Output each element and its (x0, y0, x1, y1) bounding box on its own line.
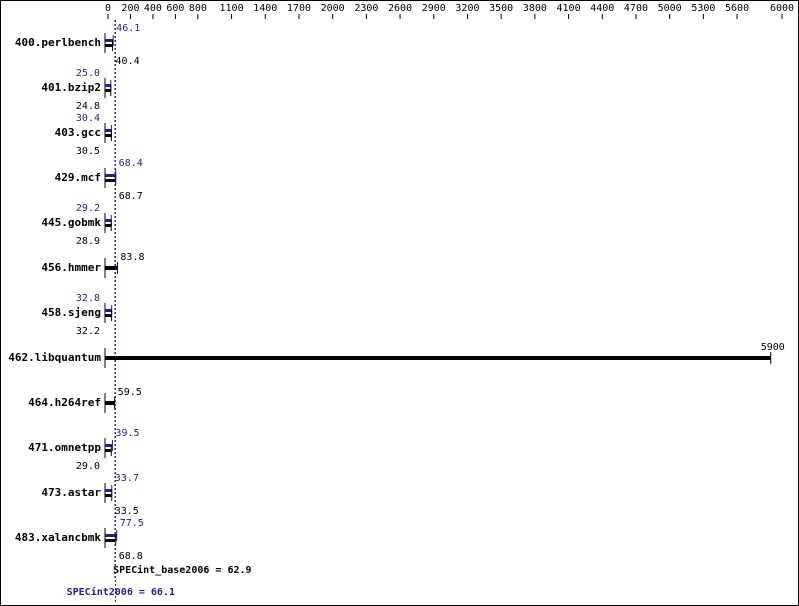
bar (105, 266, 118, 270)
category-label: 464.h264ref (28, 396, 101, 409)
x-tick-label: 400 (144, 3, 162, 14)
bar (105, 444, 113, 447)
x-tick-label: 5000 (658, 3, 682, 14)
value-label: 25.0 (76, 68, 100, 79)
category-label: 458.sjeng (41, 306, 101, 319)
bar (105, 84, 111, 87)
bar (105, 449, 112, 452)
category-label: 473.astar (41, 486, 101, 499)
bar (105, 39, 114, 42)
x-tick-label: 600 (166, 3, 184, 14)
category-label: 462.libquantum (8, 351, 101, 364)
x-tick-label: 1700 (287, 3, 311, 14)
summary-label: SPECint_base2006 = 62.9 (113, 564, 251, 576)
category-label: 456.hmmer (41, 261, 101, 274)
x-tick-label: 3800 (523, 3, 547, 14)
bar (105, 309, 112, 312)
value-label: 33.7 (115, 473, 139, 484)
bar (105, 489, 112, 492)
category-label: 401.bzip2 (41, 81, 101, 94)
bar (105, 44, 113, 47)
value-label: 30.4 (76, 113, 100, 124)
x-tick-label: 2600 (388, 3, 412, 14)
value-label: 46.1 (116, 23, 140, 34)
bar (105, 224, 112, 227)
value-label: 33.5 (115, 506, 139, 517)
value-label: 5900 (761, 342, 785, 353)
x-tick-label: 6000 (770, 3, 794, 14)
bar (105, 129, 112, 132)
x-tick-label: 5600 (725, 3, 749, 14)
category-label: 445.gobmk (41, 216, 101, 229)
bar (105, 314, 112, 317)
category-label: 429.mcf (55, 171, 101, 184)
x-tick-label: 4100 (557, 3, 581, 14)
value-label: 32.2 (76, 326, 100, 337)
value-label: 68.8 (119, 551, 143, 562)
value-label: 68.4 (119, 158, 143, 169)
x-tick-label: 2300 (354, 3, 378, 14)
x-tick-label: 3500 (489, 3, 513, 14)
value-label: 68.7 (119, 191, 143, 202)
x-tick-label: 800 (189, 3, 207, 14)
bar (105, 179, 116, 182)
category-label: 471.omnetpp (28, 441, 101, 454)
value-label: 24.8 (76, 101, 100, 112)
x-tick-label: 0 (105, 3, 111, 14)
bar (105, 89, 111, 92)
summary-label: SPECint2006 = 66.1 (67, 586, 175, 598)
value-label: 29.0 (76, 461, 100, 472)
category-label: 403.gcc (55, 126, 101, 139)
x-tick-label: 3200 (455, 3, 479, 14)
bar (105, 219, 112, 222)
value-label: 29.2 (76, 203, 100, 214)
x-tick-label: 1400 (253, 3, 277, 14)
x-tick-label: 2000 (321, 3, 345, 14)
bar (105, 356, 771, 360)
category-label: 483.xalancbmk (15, 531, 101, 544)
value-label: 28.9 (76, 236, 100, 247)
value-label: 77.5 (120, 518, 144, 529)
value-label: 32.8 (76, 293, 100, 304)
x-tick-label: 1100 (220, 3, 244, 14)
value-label: 30.5 (76, 146, 100, 157)
bar (105, 174, 116, 177)
x-tick-label: 2900 (422, 3, 446, 14)
value-label: 40.4 (116, 56, 140, 67)
bar (105, 534, 117, 537)
value-label: 83.8 (120, 252, 144, 263)
bar (105, 134, 112, 137)
bar (105, 401, 115, 405)
bar (105, 539, 116, 542)
value-label: 39.5 (115, 428, 139, 439)
bar (105, 494, 112, 497)
x-tick-label: 4400 (590, 3, 614, 14)
value-label: 59.5 (118, 387, 142, 398)
x-tick-label: 4700 (624, 3, 648, 14)
x-tick-label: 200 (121, 3, 139, 14)
category-label: 400.perlbench (15, 36, 101, 49)
x-tick-label: 5300 (691, 3, 715, 14)
